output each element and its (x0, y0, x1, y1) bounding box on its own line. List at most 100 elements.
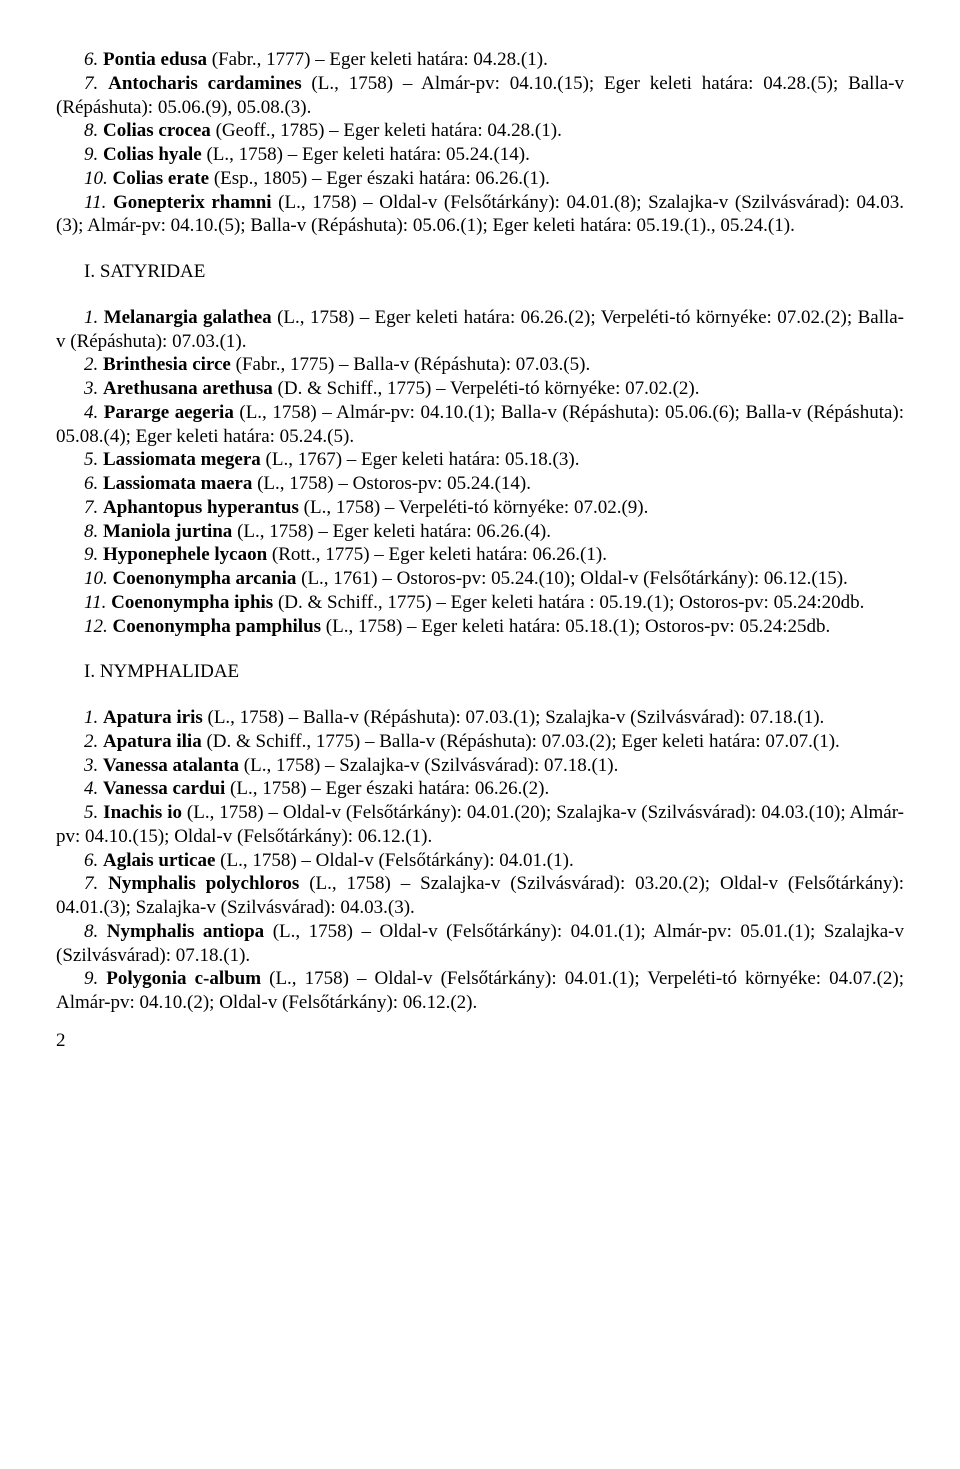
species-entry: 6. Aglais urticae (L., 1758) – Oldal-v (… (56, 849, 904, 873)
entry-details: (L., 1758) – Eger északi határa: 06.26.(… (225, 778, 549, 799)
entry-number: 10. (84, 568, 113, 589)
section-heading-nymphalidae: I. NYMPHALIDAE (56, 660, 904, 684)
entries-nymphalidae-block: 1. Apatura iris (L., 1758) – Balla-v (Ré… (56, 706, 904, 1015)
species-name: Maniola jurtina (103, 521, 232, 542)
species-entry: 7. Aphantopus hyperantus (L., 1758) – Ve… (56, 496, 904, 520)
entry-details: (L., 1761) – Ostoros-pv: 05.24.(10); Old… (296, 568, 847, 589)
entry-details: (Fabr., 1775) – Balla-v (Répáshuta): 07.… (231, 354, 590, 375)
entry-number: 7. (84, 497, 103, 518)
entry-number: 3. (84, 378, 103, 399)
entry-number: 8. (84, 521, 103, 542)
species-entry: 6. Lassiomata maera (L., 1758) – Ostoros… (56, 472, 904, 496)
entry-number: 2. (84, 731, 103, 752)
entry-number: 5. (84, 449, 103, 470)
entry-details: (L., 1758) – Eger keleti határa: 05.18.(… (321, 616, 830, 637)
entry-number: 1. (84, 307, 104, 328)
entry-number: 7. (84, 73, 108, 94)
species-entry: 6. Pontia edusa (Fabr., 1777) – Eger kel… (56, 48, 904, 72)
entry-details: (L., 1758) – Oldal-v (Felsőtárkány): 04.… (56, 802, 904, 847)
species-entry: 9. Hyponephele lycaon (Rott., 1775) – Eg… (56, 543, 904, 567)
entry-number: 4. (84, 778, 103, 799)
species-name: Lassiomata megera (103, 449, 261, 470)
entry-details: (L., 1767) – Eger keleti határa: 05.18.(… (261, 449, 580, 470)
species-name: Arethusana arethusa (103, 378, 273, 399)
species-entry: 10. Colias erate (Esp., 1805) – Eger ész… (56, 167, 904, 191)
entry-number: 4. (84, 402, 104, 423)
species-name: Melanargia galathea (104, 307, 272, 328)
entry-details: (Rott., 1775) – Eger keleti határa: 06.2… (267, 544, 607, 565)
entry-number: 8. (84, 921, 107, 942)
entry-details: (D. & Schiff., 1775) – Verpeléti-tó körn… (273, 378, 700, 399)
entry-number: 6. (84, 49, 103, 70)
species-entry: 2. Apatura ilia (D. & Schiff., 1775) – B… (56, 730, 904, 754)
species-name: Pararge aegeria (104, 402, 234, 423)
entry-number: 6. (84, 473, 103, 494)
entry-number: 7. (84, 873, 108, 894)
entries-top-block: 6. Pontia edusa (Fabr., 1777) – Eger kel… (56, 48, 904, 238)
entry-number: 11. (84, 592, 111, 613)
species-name: Brinthesia circe (103, 354, 231, 375)
species-entry: 1. Melanargia galathea (L., 1758) – Eger… (56, 306, 904, 354)
entry-details: (L., 1758) – Szalajka-v (Szilvásvárad): … (239, 755, 618, 776)
entry-number: 10. (84, 168, 113, 189)
species-name: Apatura iris (103, 707, 203, 728)
entry-details: (L., 1758) – Eger keleti határa: 05.24.(… (202, 144, 530, 165)
species-name: Lassiomata maera (103, 473, 252, 494)
entry-number: 1. (84, 707, 103, 728)
species-name: Coenonympha iphis (111, 592, 273, 613)
species-entry: 1. Apatura iris (L., 1758) – Balla-v (Ré… (56, 706, 904, 730)
entry-details: (D. & Schiff., 1775) – Eger keleti határ… (273, 592, 864, 613)
entry-number: 9. (84, 144, 103, 165)
species-name: Colias hyale (103, 144, 202, 165)
species-name: Apatura ilia (103, 731, 202, 752)
species-name: Vanessa cardui (103, 778, 225, 799)
species-entry: 5. Lassiomata megera (L., 1767) – Eger k… (56, 448, 904, 472)
section-heading-satyridae: I. SATYRIDAE (56, 260, 904, 284)
species-name: Colias erate (113, 168, 210, 189)
species-name: Gonepterix rhamni (113, 192, 272, 213)
entry-details: (L., 1758) – Ostoros-pv: 05.24.(14). (252, 473, 531, 494)
species-name: Hyponephele lycaon (103, 544, 267, 565)
entry-number: 3. (84, 755, 103, 776)
entry-details: (D. & Schiff., 1775) – Balla-v (Répáshut… (202, 731, 840, 752)
entry-number: 9. (84, 544, 103, 565)
entry-details: (Esp., 1805) – Eger északi határa: 06.26… (209, 168, 550, 189)
species-name: Coenonympha arcania (113, 568, 297, 589)
page-number: 2 (56, 1029, 904, 1053)
species-entry: 12. Coenonympha pamphilus (L., 1758) – E… (56, 615, 904, 639)
species-name: Aphantopus hyperantus (103, 497, 299, 518)
species-name: Nymphalis antiopa (107, 921, 264, 942)
entries-satyridae-block: 1. Melanargia galathea (L., 1758) – Eger… (56, 306, 904, 639)
entry-number: 12. (84, 616, 113, 637)
species-name: Coenonympha pamphilus (113, 616, 322, 637)
species-entry: 3. Arethusana arethusa (D. & Schiff., 17… (56, 377, 904, 401)
species-name: Polygonia c-album (106, 968, 261, 989)
species-entry: 11. Gonepterix rhamni (L., 1758) – Oldal… (56, 191, 904, 239)
entry-details: (Fabr., 1777) – Eger keleti határa: 04.2… (207, 49, 548, 70)
species-entry: 10. Coenonympha arcania (L., 1761) – Ost… (56, 567, 904, 591)
entry-details: (L., 1758) – Eger keleti határa: 06.26.(… (232, 521, 551, 542)
species-entry: 5. Inachis io (L., 1758) – Oldal-v (Fels… (56, 801, 904, 849)
entry-number: 11. (84, 192, 113, 213)
species-name: Aglais urticae (103, 850, 215, 871)
species-entry: 4. Vanessa cardui (L., 1758) – Eger észa… (56, 777, 904, 801)
entry-number: 6. (84, 850, 103, 871)
species-name: Vanessa atalanta (103, 755, 239, 776)
entry-details: (L., 1758) – Verpeléti-tó környéke: 07.0… (299, 497, 648, 518)
species-entry: 3. Vanessa atalanta (L., 1758) – Szalajk… (56, 754, 904, 778)
species-entry: 8. Maniola jurtina (L., 1758) – Eger kel… (56, 520, 904, 544)
entry-details: (L., 1758) – Oldal-v (Felsőtárkány): 04.… (215, 850, 573, 871)
entry-details: (Geoff., 1785) – Eger keleti határa: 04.… (211, 120, 562, 141)
species-entry: 2. Brinthesia circe (Fabr., 1775) – Ball… (56, 353, 904, 377)
entry-details: (L., 1758) – Balla-v (Répáshuta): 07.03.… (203, 707, 825, 728)
entry-number: 5. (84, 802, 103, 823)
species-entry: 8. Nymphalis antiopa (L., 1758) – Oldal-… (56, 920, 904, 968)
species-name: Colias crocea (103, 120, 211, 141)
entry-number: 2. (84, 354, 103, 375)
entry-number: 8. (84, 120, 103, 141)
species-name: Antocharis cardamines (108, 73, 302, 94)
species-name: Nymphalis polychloros (108, 873, 299, 894)
species-entry: 7. Nymphalis polychloros (L., 1758) – Sz… (56, 872, 904, 920)
species-entry: 4. Pararge aegeria (L., 1758) – Almár-pv… (56, 401, 904, 449)
species-name: Inachis io (103, 802, 182, 823)
